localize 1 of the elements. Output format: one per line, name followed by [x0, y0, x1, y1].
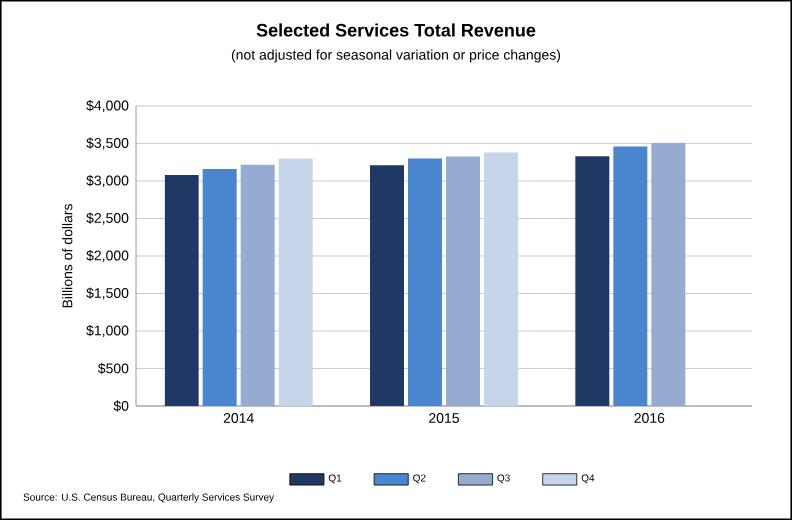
- chart-title: Selected Services Total Revenue: [256, 23, 536, 37]
